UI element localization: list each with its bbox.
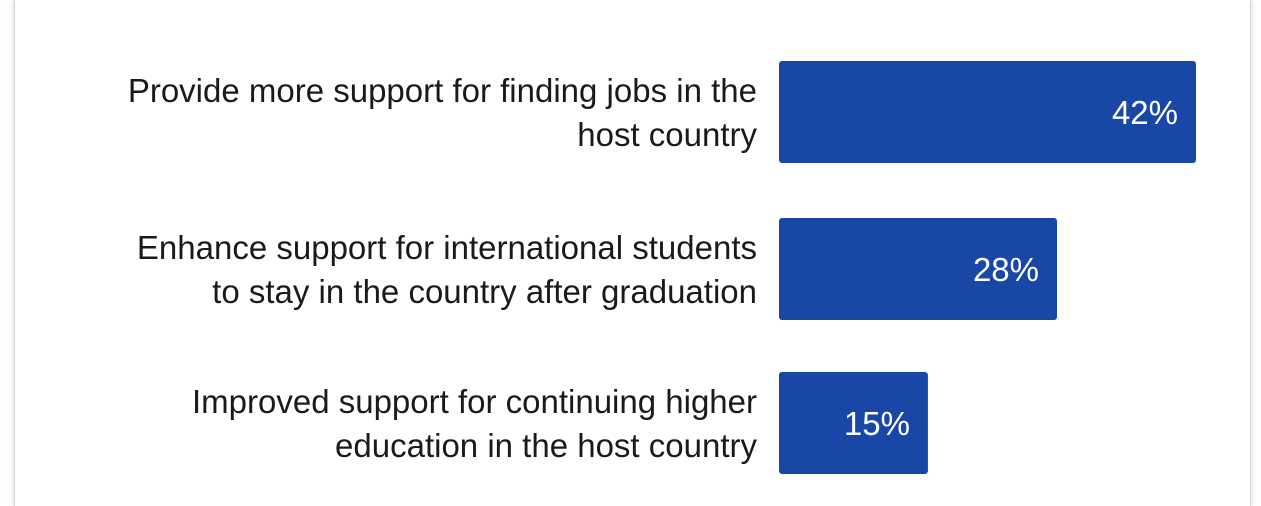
category-label-2: Enhance support for international studen… — [137, 229, 757, 310]
category-label-3-line-2: education in the host country — [335, 427, 757, 464]
category-label-1-line-1: Provide more support for finding jobs in… — [128, 72, 757, 109]
bar-2 — [779, 218, 1057, 320]
category-label-1: Provide more support for finding jobs in… — [128, 72, 758, 153]
bar-1 — [779, 61, 1196, 163]
value-label-3: 15% — [844, 405, 910, 442]
category-label-2-line-2: to stay in the country after graduation — [212, 273, 757, 310]
category-label-2-line-1: Enhance support for international studen… — [137, 229, 757, 266]
category-labels-layer: Provide more support for finding jobs in… — [128, 72, 758, 464]
bars-layer — [779, 61, 1196, 474]
bar-3 — [779, 372, 928, 474]
value-label-2: 28% — [973, 251, 1039, 288]
value-label-1: 42% — [1112, 94, 1178, 131]
category-label-3: Improved support for continuing higher ed… — [192, 383, 757, 464]
category-label-3-line-1: Improved support for continuing higher — [192, 383, 757, 420]
category-label-1-line-2: host country — [577, 116, 757, 153]
value-labels-layer: 42% 28% 15% — [844, 94, 1178, 442]
